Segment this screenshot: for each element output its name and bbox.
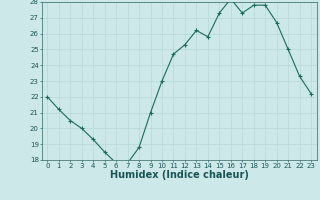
X-axis label: Humidex (Indice chaleur): Humidex (Indice chaleur)	[110, 170, 249, 180]
